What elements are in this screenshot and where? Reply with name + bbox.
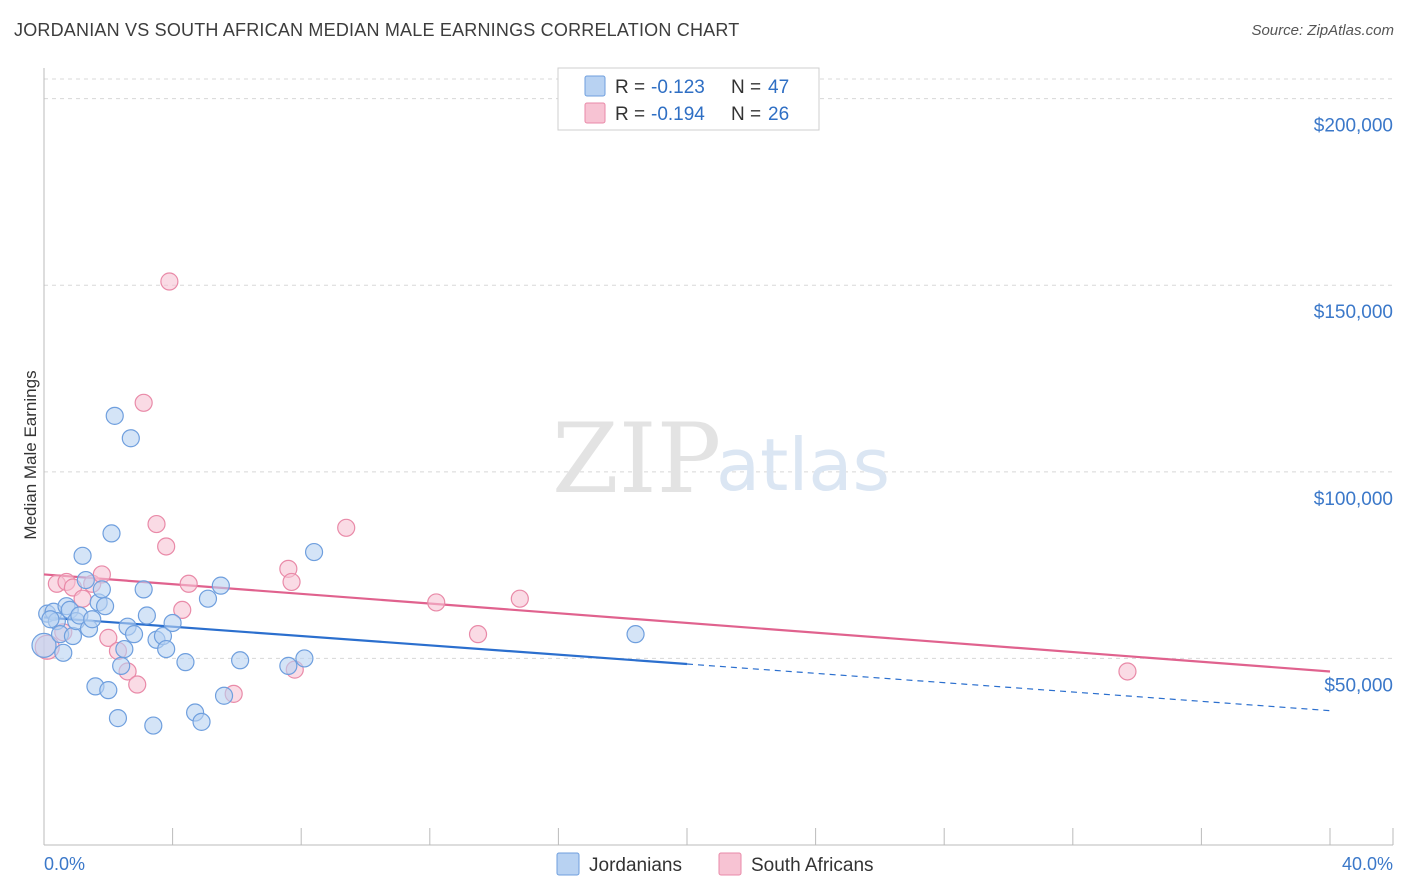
bottom-legend-label-jordanians: Jordanians	[589, 855, 682, 876]
data-point-blue	[76, 570, 95, 590]
data-point-blue	[121, 429, 140, 448]
data-point-pink	[427, 593, 446, 612]
y-tick-label: $100,000	[1314, 489, 1393, 510]
data-point-pink	[128, 675, 147, 694]
bottom-legend: Jordanians South Africans	[556, 852, 874, 876]
data-point-blue	[176, 653, 195, 672]
legend-n-value-pink: 26	[768, 104, 789, 125]
data-point-blue	[304, 542, 324, 562]
data-point-blue	[108, 709, 128, 728]
data-point-blue	[73, 546, 92, 565]
x-tick-max: 40.0%	[1342, 854, 1393, 874]
data-point-blue	[63, 626, 83, 646]
data-point-blue	[102, 524, 121, 543]
data-point-blue	[214, 686, 234, 705]
data-point-blue	[95, 597, 115, 616]
grid	[44, 78, 1393, 659]
data-point-pink	[157, 537, 176, 556]
legend-swatch-pink	[584, 102, 606, 124]
trend-line-pink	[43, 573, 1331, 673]
trend-lines	[43, 573, 1331, 712]
data-point-blue	[626, 625, 645, 644]
data-point-blue	[105, 406, 124, 425]
axes	[43, 68, 1394, 846]
chart-title: JORDANIAN VS SOUTH AFRICAN MEDIAN MALE E…	[14, 20, 740, 40]
data-point-blue	[54, 643, 73, 662]
data-point-blue	[295, 649, 314, 668]
trend-line-blue	[43, 616, 688, 666]
data-point-pink	[147, 514, 166, 534]
data-point-blue	[41, 610, 60, 629]
data-point-pink	[134, 393, 153, 412]
data-point-blue	[198, 589, 218, 608]
watermark-atlas: atlas	[716, 423, 890, 507]
data-points	[31, 272, 1137, 735]
data-point-pink	[99, 628, 118, 647]
y-tick-label: $50,000	[1324, 675, 1393, 696]
data-point-pink	[282, 572, 301, 592]
watermark-zip: ZIP	[552, 403, 721, 515]
data-point-pink	[468, 625, 488, 644]
bottom-legend-swatch-south-africans	[718, 852, 742, 876]
legend-r-label-blue: R =	[615, 77, 645, 98]
data-point-blue	[31, 632, 57, 658]
trend-line-extension-blue	[686, 663, 1331, 712]
data-point-blue	[115, 639, 134, 659]
data-point-blue	[231, 651, 250, 670]
data-point-blue	[124, 625, 144, 644]
legend-r-label-pink: R =	[615, 104, 645, 125]
data-point-blue	[137, 606, 156, 625]
data-point-blue	[112, 656, 131, 675]
data-point-blue	[163, 613, 182, 633]
data-point-blue	[83, 610, 102, 629]
data-point-blue	[144, 716, 163, 735]
data-point-pink	[337, 518, 356, 537]
data-point-blue	[211, 576, 230, 595]
y-tick-label: $150,000	[1314, 302, 1393, 323]
legend: R = -0.123 N = 47 R = -0.194 N = 26	[557, 67, 820, 131]
data-point-pink	[179, 574, 198, 593]
source-label: Source: ZipAtlas.com	[1251, 22, 1394, 39]
data-point-pink	[1118, 662, 1137, 681]
data-point-pink	[160, 272, 179, 291]
data-point-blue	[134, 580, 153, 599]
data-point-pink	[510, 589, 529, 608]
y-tick-labels: $50,000 $100,000 $150,000 $200,000	[1314, 116, 1393, 697]
watermark: ZIP atlas	[552, 403, 890, 515]
y-tick-label: $200,000	[1314, 116, 1393, 137]
legend-n-label-pink: N =	[731, 104, 761, 125]
data-point-blue	[279, 656, 298, 675]
x-tick-min: 0.0%	[44, 854, 85, 874]
data-point-blue	[157, 639, 176, 659]
legend-r-value-blue: -0.123	[651, 77, 705, 98]
bottom-legend-label-south-africans: South Africans	[751, 855, 874, 876]
data-point-blue	[192, 712, 211, 731]
bottom-legend-swatch-jordanians	[556, 852, 580, 876]
legend-r-value-pink: -0.194	[651, 104, 705, 125]
data-point-blue	[99, 681, 118, 700]
legend-swatch-blue	[584, 75, 606, 97]
data-point-blue	[92, 580, 111, 599]
data-point-pink	[173, 600, 192, 620]
legend-n-label-blue: N =	[731, 77, 761, 98]
y-axis-title: Median Male Earnings	[21, 370, 40, 539]
legend-n-value-blue: 47	[768, 77, 789, 98]
